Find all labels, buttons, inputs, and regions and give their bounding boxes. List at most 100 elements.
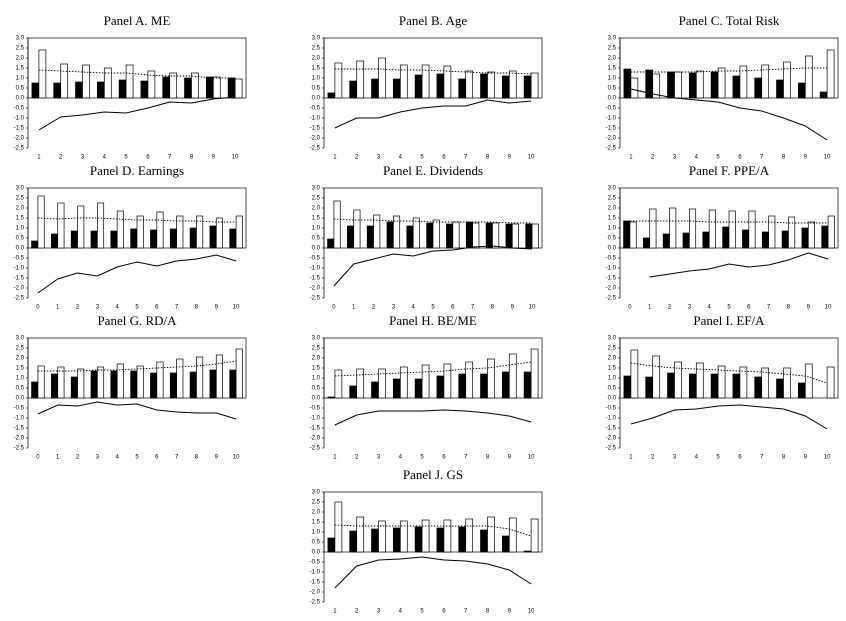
bar: [783, 367, 791, 399]
bar: [70, 230, 78, 249]
bar: [761, 64, 770, 99]
panel-title: Panel F. PPE/A: [689, 163, 770, 178]
bar: [501, 371, 510, 399]
bar: [630, 77, 639, 99]
y-tick-label: 1.0: [312, 76, 321, 82]
y-tick-label: 1.5: [16, 216, 25, 222]
y-tick-label: -2.5: [14, 146, 25, 152]
y-tick-label: 1.0: [16, 376, 25, 382]
bar: [31, 82, 40, 99]
y-tick-label: -2.0: [606, 136, 617, 142]
x-tick-label: 5: [420, 155, 424, 161]
bar: [530, 348, 539, 399]
bar: [421, 364, 430, 399]
bar: [169, 228, 177, 249]
bar: [421, 519, 430, 553]
y-tick-label: -0.5: [310, 406, 321, 412]
x-tick-label: 6: [442, 455, 446, 461]
bar: [511, 223, 519, 249]
dotted-line: [334, 361, 532, 377]
x-tick-label: 3: [96, 305, 100, 311]
y-tick-label: 1.5: [16, 366, 25, 372]
bar: [695, 362, 704, 399]
panel-title: Panel D. Earnings: [90, 163, 184, 178]
y-tick-label: -1.5: [14, 426, 25, 432]
bar: [366, 225, 374, 249]
bar: [51, 373, 59, 399]
x-tick-label: 3: [96, 455, 100, 461]
y-tick-label: 3.0: [312, 36, 321, 42]
bar: [688, 72, 697, 99]
x-tick-label: 7: [464, 155, 468, 161]
bar: [508, 517, 517, 553]
bar: [234, 78, 243, 99]
y-tick-label: -1.0: [310, 116, 321, 122]
x-tick-label: 10: [824, 455, 831, 461]
y-tick-label: -0.5: [14, 256, 25, 262]
bar: [761, 231, 769, 249]
bar: [710, 373, 719, 399]
bar: [788, 216, 796, 249]
bar: [674, 361, 682, 399]
bar: [652, 355, 661, 399]
y-tick-label: -0.5: [310, 106, 321, 112]
y-tick-label: -2.0: [606, 436, 617, 442]
bar: [465, 221, 473, 249]
x-tick-label: 10: [232, 155, 239, 161]
bar: [209, 225, 217, 249]
bar: [821, 225, 829, 249]
y-tick-label: 1.0: [312, 530, 321, 536]
y-tick-label: -1.5: [310, 126, 321, 132]
bar: [662, 233, 670, 249]
bar: [702, 231, 710, 249]
dotted-line: [38, 69, 236, 79]
y-tick-label: 2.5: [312, 196, 321, 202]
bar: [349, 385, 358, 399]
bar: [492, 222, 500, 249]
y-tick-label: 0.5: [16, 386, 25, 392]
x-tick-label: 4: [116, 305, 120, 311]
x-tick-label: 2: [668, 305, 672, 311]
bar: [169, 372, 177, 399]
bar: [501, 75, 510, 99]
x-tick-label: 2: [76, 305, 80, 311]
bar: [643, 237, 651, 249]
y-tick-label: -0.5: [606, 106, 617, 112]
y-tick-label: -1.0: [310, 416, 321, 422]
bar: [97, 202, 105, 249]
x-tick-label: 9: [508, 609, 512, 615]
y-tick-label: -2.0: [14, 136, 25, 142]
solid-line: [333, 245, 533, 287]
bar: [140, 80, 149, 99]
x-tick-label: 6: [747, 305, 751, 311]
x-tick-label: 3: [377, 155, 381, 161]
y-tick-label: -2.0: [310, 136, 321, 142]
y-tick-label: 3.0: [312, 490, 321, 496]
x-tick-label: 3: [377, 455, 381, 461]
y-tick-label: 2.5: [16, 46, 25, 52]
x-tick-label: 7: [767, 305, 771, 311]
y-tick-label: 1.5: [16, 66, 25, 72]
bar: [333, 200, 341, 249]
bar: [184, 77, 192, 99]
y-tick-label: 1.0: [608, 226, 617, 232]
bar: [90, 230, 98, 249]
y-tick-label: -1.0: [606, 416, 617, 422]
x-tick-label: 2: [76, 455, 80, 461]
x-tick-label: 10: [825, 305, 832, 311]
y-tick-label: -2.5: [606, 296, 617, 302]
bar: [412, 217, 420, 249]
bar: [742, 229, 750, 249]
solid-line: [37, 401, 237, 420]
y-tick-label: -1.5: [310, 276, 321, 282]
bar: [392, 378, 401, 399]
bar: [378, 520, 386, 553]
solid-line: [37, 254, 237, 294]
panel-title: Panel I. EF/A: [693, 313, 765, 328]
bar: [807, 221, 815, 249]
bar: [797, 382, 806, 399]
bar: [465, 70, 474, 99]
bar: [227, 77, 236, 99]
x-tick-label: 4: [412, 305, 416, 311]
y-tick-label: -2.5: [310, 446, 321, 452]
